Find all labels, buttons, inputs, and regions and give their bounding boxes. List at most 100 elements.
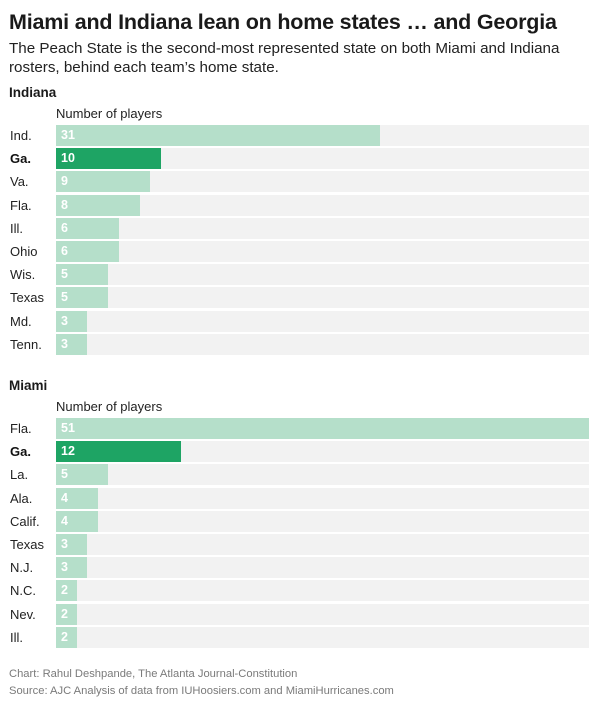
bar: 2 xyxy=(56,627,77,648)
category-label: La. xyxy=(10,467,29,482)
category-label: N.C. xyxy=(10,583,36,598)
bar-row: Tenn. 3 xyxy=(0,334,600,355)
bar-row: Texas 5 xyxy=(0,287,600,308)
category-label: Wis. xyxy=(10,267,36,282)
bar: 12 xyxy=(56,441,182,462)
bar-row: La. 5 xyxy=(0,464,600,485)
bar-row: Fla. 8 xyxy=(0,195,600,216)
category-label: Tenn. xyxy=(10,337,42,352)
bar-value-label: 12 xyxy=(61,444,75,458)
bar-row: Ill. 6 xyxy=(0,218,600,239)
axis-label-indiana: Number of players xyxy=(56,106,163,121)
bar-row: Ga. 12 xyxy=(0,441,600,462)
bar-row: Ala. 4 xyxy=(0,488,600,509)
bar-track: 31 xyxy=(56,125,589,146)
bar-value-label: 51 xyxy=(61,421,75,435)
bar-value-label: 3 xyxy=(61,537,68,551)
category-label: Texas xyxy=(10,537,44,552)
bar: 3 xyxy=(56,557,88,578)
chart-title: Miami and Indiana lean on home states … … xyxy=(9,10,557,34)
bar-track: 2 xyxy=(56,604,589,625)
bar-value-label: 5 xyxy=(61,267,68,281)
bar-track: 8 xyxy=(56,195,589,216)
bar-track: 5 xyxy=(56,287,589,308)
category-label: Ga. xyxy=(10,444,31,459)
bar: 4 xyxy=(56,488,98,509)
bar-track: 3 xyxy=(56,311,589,332)
bar-value-label: 5 xyxy=(61,290,68,304)
bar-track: 9 xyxy=(56,171,589,192)
category-label: Texas xyxy=(10,290,44,305)
bar-value-label: 2 xyxy=(61,630,68,644)
bar-track: 6 xyxy=(56,218,589,239)
bar: 51 xyxy=(56,418,589,439)
bar: 4 xyxy=(56,511,98,532)
bar: 5 xyxy=(56,264,109,285)
bar: 5 xyxy=(56,287,109,308)
chart-subtitle: The Peach State is the second-most repre… xyxy=(9,40,560,76)
bar-track: 5 xyxy=(56,464,589,485)
bar-value-label: 2 xyxy=(61,607,68,621)
bar-track: 10 xyxy=(56,148,589,169)
bar-track: 5 xyxy=(56,264,589,285)
bar: 2 xyxy=(56,604,77,625)
bar-track: 51 xyxy=(56,418,589,439)
category-label: Ill. xyxy=(10,221,23,236)
category-label: Va. xyxy=(10,174,29,189)
bar-track: 6 xyxy=(56,241,589,262)
bar-row: Ohio 6 xyxy=(0,241,600,262)
bar-value-label: 2 xyxy=(61,583,68,597)
bar-track: 3 xyxy=(56,557,589,578)
bar-value-label: 10 xyxy=(61,151,75,165)
category-label: Fla. xyxy=(10,421,32,436)
bar-value-label: 4 xyxy=(61,514,68,528)
bar-value-label: 4 xyxy=(61,491,68,505)
bar-value-label: 5 xyxy=(61,467,68,481)
bar: 9 xyxy=(56,171,151,192)
bar-value-label: 3 xyxy=(61,560,68,574)
bar-value-label: 6 xyxy=(61,244,68,258)
category-label: Ala. xyxy=(10,491,33,506)
bar-track: 3 xyxy=(56,534,589,555)
bar-row: Md. 3 xyxy=(0,311,600,332)
category-label: Ga. xyxy=(10,151,31,166)
bar-track: 12 xyxy=(56,441,589,462)
bar-value-label: 8 xyxy=(61,198,68,212)
bar-row: Ga. 10 xyxy=(0,148,600,169)
bar-value-label: 3 xyxy=(61,314,68,328)
category-label: Ind. xyxy=(10,128,32,143)
bar: 6 xyxy=(56,218,119,239)
panel-title-miami: Miami xyxy=(9,378,48,393)
bar-track: 4 xyxy=(56,488,589,509)
bar-track: 4 xyxy=(56,511,589,532)
bar-track: 2 xyxy=(56,580,589,601)
bar: 2 xyxy=(56,580,77,601)
category-label: Ohio xyxy=(10,244,38,259)
category-label: Fla. xyxy=(10,198,32,213)
panel-title-indiana: Indiana xyxy=(9,85,57,100)
bar-row: Ind. 31 xyxy=(0,125,600,146)
category-label: Calif. xyxy=(10,514,40,529)
bar-value-label: 6 xyxy=(61,221,68,235)
bar: 3 xyxy=(56,334,88,355)
chart-source: Source: AJC Analysis of data from IUHoos… xyxy=(9,685,394,697)
category-label: N.J. xyxy=(10,560,34,575)
bar-row: Texas 3 xyxy=(0,534,600,555)
axis-label-miami: Number of players xyxy=(56,399,163,414)
bar-row: N.C. 2 xyxy=(0,580,600,601)
bar-row: Wis. 5 xyxy=(0,264,600,285)
bar: 8 xyxy=(56,195,140,216)
bar-row: N.J. 3 xyxy=(0,557,600,578)
bar-row: Calif. 4 xyxy=(0,511,600,532)
chart-credit: Chart: Rahul Deshpande, The Atlanta Jour… xyxy=(9,668,298,680)
bar-track: 3 xyxy=(56,334,589,355)
bar-row: Ill. 2 xyxy=(0,627,600,648)
bar: 3 xyxy=(56,534,88,555)
bar: 6 xyxy=(56,241,119,262)
category-label: Ill. xyxy=(10,630,23,645)
category-label: Md. xyxy=(10,314,32,329)
bar-row: Fla. 51 xyxy=(0,418,600,439)
bar: 10 xyxy=(56,148,161,169)
bar: 3 xyxy=(56,311,88,332)
bar-row: Nev. 2 xyxy=(0,604,600,625)
